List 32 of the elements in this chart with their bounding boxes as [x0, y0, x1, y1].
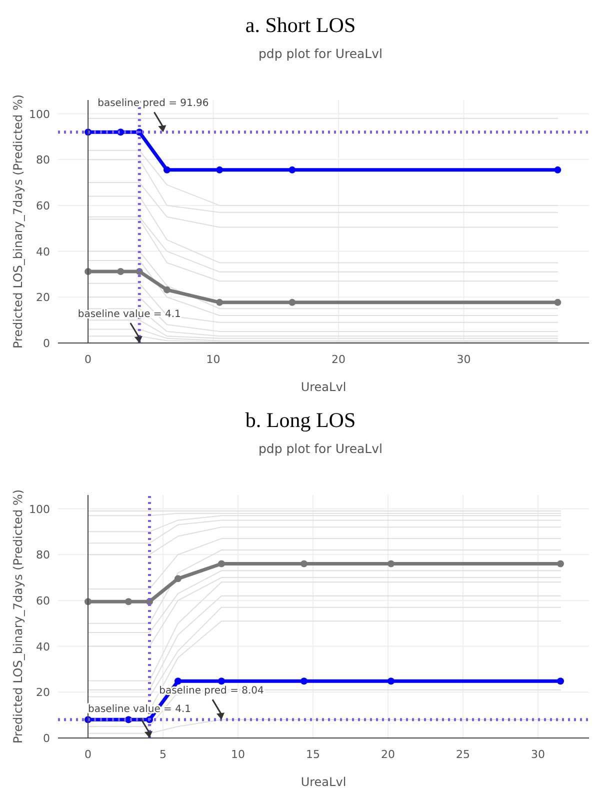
y-axis-title: Predicted LOS_binary_7days (Predicted %) [11, 489, 25, 744]
y-tick-label: 20 [36, 291, 50, 304]
y-tick-label: 0 [43, 732, 50, 745]
y-tick-label: 100 [29, 502, 50, 516]
x-tick-label: 20 [332, 353, 346, 366]
y-tick-label: 80 [36, 154, 50, 167]
y-tick-label: 20 [36, 686, 50, 700]
x-axis-title: UreaLvl [300, 775, 346, 789]
y-tick-label: 80 [36, 548, 50, 562]
y-tick-label: 100 [29, 108, 50, 121]
x-tick-label: 15 [306, 748, 320, 761]
x-tick-label: 25 [456, 748, 470, 761]
y-axis-title: Predicted LOS_binary_7days (Predicted %) [11, 94, 25, 349]
chart-subtitle: pdp plot for UreaLvl [258, 46, 383, 61]
x-tick-label: 30 [531, 748, 545, 761]
x-tick-label: 10 [206, 353, 220, 366]
y-tick-label: 60 [36, 594, 50, 608]
x-tick-label: 0 [84, 353, 92, 366]
x-tick-label: 30 [456, 353, 471, 366]
chart-subtitle: pdp plot for UreaLvl [258, 441, 383, 456]
x-tick-label: 20 [381, 748, 395, 761]
x-tick-label: 5 [160, 748, 166, 761]
y-tick-label: 40 [36, 640, 50, 654]
y-tick-label: 60 [36, 199, 50, 212]
chart-title: a. Short LOS [245, 13, 356, 37]
y-tick-label: 0 [43, 337, 50, 350]
x-tick-label: 10 [231, 748, 245, 761]
chart-title: b. Long LOS [245, 408, 356, 432]
x-axis-title: UreaLvl [300, 380, 346, 394]
annotation: baseline pred = 91.96 [98, 98, 209, 110]
x-tick-label: 0 [84, 748, 92, 761]
y-tick-label: 40 [36, 245, 50, 258]
